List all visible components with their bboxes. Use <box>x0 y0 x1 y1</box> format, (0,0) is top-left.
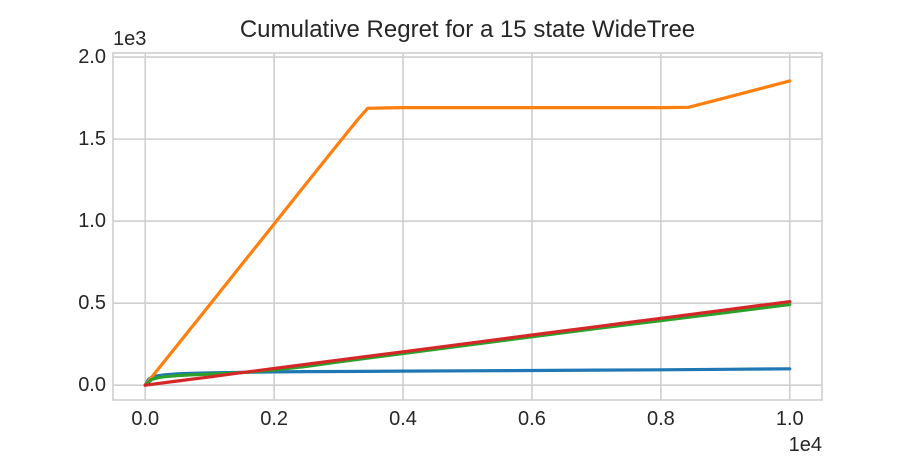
y-tick-label: 1.5 <box>78 128 106 151</box>
plot-border <box>112 52 823 401</box>
y-tick-label: 0.5 <box>78 292 106 315</box>
y-tick-label: 2.0 <box>78 46 106 69</box>
x-tick-label: 1.0 <box>775 408 804 430</box>
series-line-green <box>143 302 792 387</box>
x-axis-offset-label: 1e4 <box>788 434 822 456</box>
x-tick-label: 0.4 <box>389 408 417 430</box>
series-line-red <box>143 300 792 387</box>
x-tick-label: 0.8 <box>646 408 675 430</box>
x-tick-label: 0.6 <box>518 408 546 430</box>
x-tick-label: 0.2 <box>260 408 289 430</box>
series-line-orange <box>143 79 792 387</box>
y-tick-label: 0.0 <box>78 374 106 397</box>
x-tick-label: 0.0 <box>131 408 160 430</box>
y-tick-label: 1.0 <box>78 210 106 233</box>
y-axis-offset-label: 1e3 <box>113 28 147 50</box>
chart-title: Cumulative Regret for a 15 state WideTre… <box>239 16 696 43</box>
